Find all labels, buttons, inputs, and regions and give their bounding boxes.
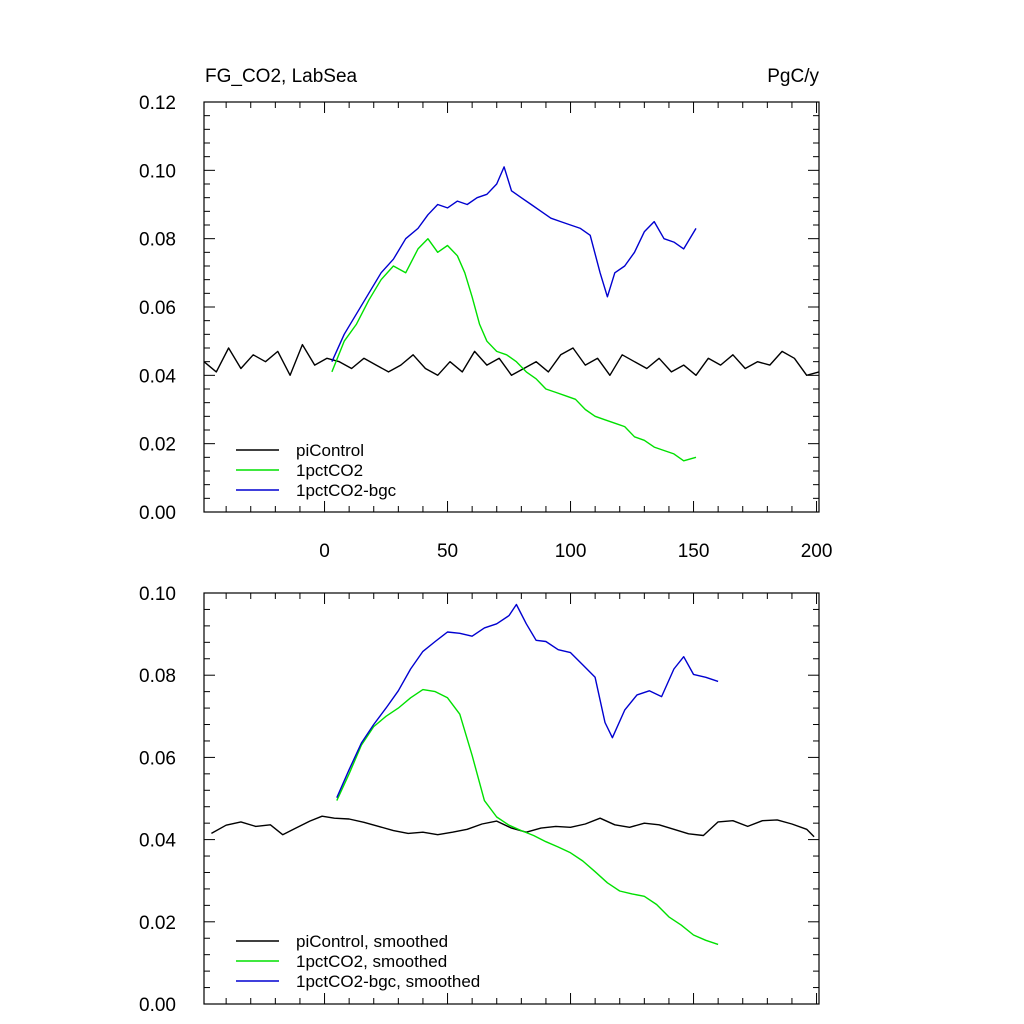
top-y-axis: 0.00 0.02 0.04 0.06 0.08 0.10 0.12 (139, 93, 819, 524)
series-line-1pctCO2 (336, 688, 719, 946)
x-tick-label: 100 (555, 541, 587, 562)
y-tick-label: 0.02 (139, 913, 176, 934)
y-tick-label: 0.02 (139, 435, 176, 456)
y-tick-label: 0.00 (139, 503, 176, 524)
top-panel: FG_CO2, LabSea PgC/y 0.000.020.040.060.0… (139, 66, 832, 562)
legend-label: piControl, smoothed (296, 932, 448, 951)
top-title-right: PgC/y (767, 66, 819, 87)
x-tick-label: 200 (801, 541, 833, 562)
y-tick-label: 0.12 (139, 93, 176, 114)
x-tick-label: 50 (437, 541, 458, 562)
top-title-left: FG_CO2, LabSea (205, 66, 358, 87)
bottom-plot-frame (203, 592, 820, 1005)
series-line-1pctCO2-bgc (331, 166, 697, 362)
bottom-panel: 0.00 0.02 0.04 0.06 0.08 0.10 piControl, smoo… (139, 584, 820, 1016)
legend-label: 1pctCO2, smoothed (296, 952, 447, 971)
series-line-piControl (211, 815, 815, 838)
legend-label: 1pctCO2-bgc (296, 481, 397, 500)
bottom-x-axis (225, 593, 818, 1004)
y-tick-label: 0.10 (139, 584, 176, 605)
y-tick-label: 0.04 (139, 366, 176, 387)
bottom-y-axis: 0.00 0.02 0.04 0.06 0.08 0.10 (139, 584, 819, 1016)
top-x-axis: 0 50 100 150 200 (225, 102, 833, 562)
top-series-group (203, 166, 820, 462)
y-tick-label: 0.00 (139, 995, 176, 1016)
y-tick-label: 0.08 (139, 230, 176, 251)
bottom-series-group (211, 603, 815, 946)
series-line-piControl (203, 343, 820, 376)
series-line-1pctCO2 (331, 238, 697, 462)
y-tick-label: 0.06 (139, 298, 176, 319)
y-tick-label: 0.04 (139, 831, 176, 852)
x-tick-label: 0 (319, 541, 330, 562)
y-tick-label: 0.08 (139, 666, 176, 687)
series-line-1pctCO2-bgc (336, 603, 719, 798)
legend-label: 1pctCO2-bgc, smoothed (296, 972, 480, 991)
legend-label: 1pctCO2 (296, 461, 363, 480)
y-tick-label: 0.06 (139, 748, 176, 769)
legend-label: piControl (296, 441, 364, 460)
y-tick-label: 0.10 (139, 161, 176, 182)
x-tick-label: 150 (678, 541, 710, 562)
